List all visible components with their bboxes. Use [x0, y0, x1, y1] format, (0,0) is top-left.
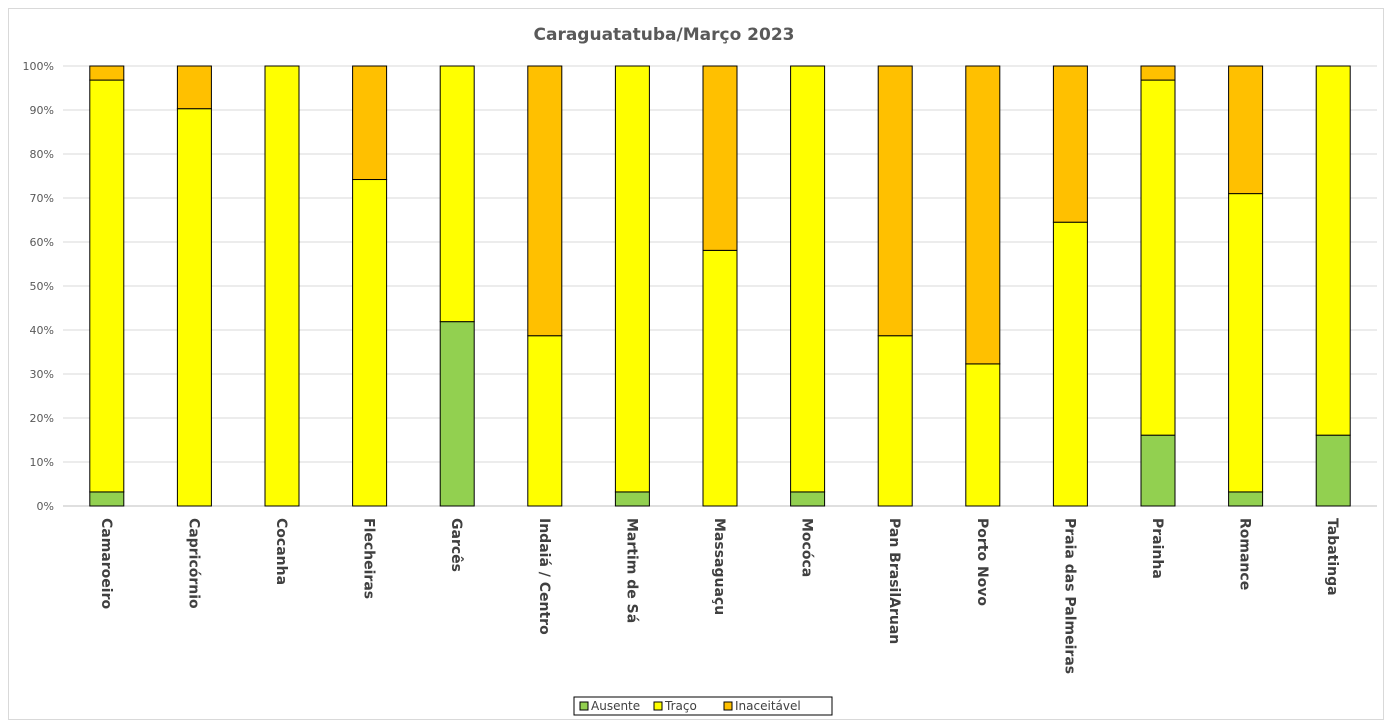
bar-segment — [89, 491, 125, 507]
bar-segment — [264, 65, 300, 507]
x-axis-categories: Camaroeiro Capricórnio Cocanha Flecheiras Ga… — [98, 518, 1340, 674]
bar-segment — [1228, 65, 1264, 195]
chart-area: Caraguatatuba/Março 2023 0% 10% 20% 30% 40% 5… — [8, 8, 1384, 720]
x-category-label: Mocóca — [799, 518, 815, 577]
bar-segment — [439, 65, 475, 323]
bar-segment — [352, 179, 388, 507]
x-category-label: Praia das Palmeiras — [1061, 518, 1077, 674]
legend-label: Traço — [664, 699, 697, 713]
legend: Ausente Traço Inaceitável — [573, 696, 833, 716]
y-tick-label: 70% — [30, 192, 54, 205]
y-tick-label: 10% — [30, 456, 54, 469]
x-category-label: Flecheiras — [361, 518, 377, 599]
legend-swatch — [579, 701, 589, 711]
y-tick-label: 30% — [30, 368, 54, 381]
bar-segment — [1140, 65, 1176, 81]
bar-segment — [176, 65, 212, 110]
bar-segment — [1140, 434, 1176, 507]
legend-box — [573, 696, 833, 716]
x-category-label: Garcês — [448, 518, 464, 572]
bar-segment — [1052, 221, 1088, 507]
y-tick-label: 80% — [30, 148, 54, 161]
y-tick-label: 90% — [30, 104, 54, 117]
bar-segment — [527, 65, 563, 337]
bar-segment — [702, 65, 738, 251]
bar-segment — [1315, 65, 1351, 436]
legend-label: Inaceitável — [735, 699, 801, 713]
bar-segment — [89, 79, 125, 493]
x-category-label: Camaroeiro — [98, 518, 114, 609]
bar-segment — [965, 65, 1001, 365]
x-category-label: Indaiá / Centro — [536, 518, 552, 635]
bar-segment — [527, 335, 563, 507]
bar-segment — [1140, 79, 1176, 436]
bar-segment — [89, 65, 125, 81]
x-category-label: Porto Novo — [974, 518, 990, 606]
x-category-label: Romance — [1237, 518, 1253, 590]
bar-segment — [439, 321, 475, 507]
bar-segment — [877, 65, 913, 337]
bar-segment — [702, 249, 738, 507]
bar-segment — [1228, 491, 1264, 507]
x-category-label: Capricórnio — [185, 518, 201, 609]
legend-swatch — [723, 701, 733, 711]
x-category-label: Pan BrasilAruan — [886, 518, 902, 644]
x-category-label: Martim de Sá — [623, 518, 639, 623]
legend-label: Ausente — [591, 699, 640, 713]
bar-segment — [790, 65, 826, 493]
x-category-label: Massaguaçu — [711, 518, 727, 615]
bars — [89, 65, 1351, 507]
y-tick-label: 0% — [37, 500, 54, 513]
y-tick-label: 20% — [30, 412, 54, 425]
bar-segment — [790, 491, 826, 507]
y-axis-ticks: 0% 10% 20% 30% 40% 50% 60% 70% 80% 90% 100% — [23, 60, 54, 513]
bar-segment — [1228, 193, 1264, 493]
bar-segment — [614, 491, 650, 507]
y-tick-label: 60% — [30, 236, 54, 249]
chart-title: Caraguatatuba/Março 2023 — [534, 25, 795, 45]
y-tick-label: 100% — [23, 60, 54, 73]
bar-segment — [176, 108, 212, 507]
legend-swatch — [653, 701, 663, 711]
x-category-label: Prainha — [1149, 518, 1165, 579]
y-tick-label: 50% — [30, 280, 54, 293]
bar-segment — [1052, 65, 1088, 223]
bar-segment — [1315, 434, 1351, 507]
y-tick-label: 40% — [30, 324, 54, 337]
x-category-label: Tabatinga — [1324, 518, 1340, 596]
chart-svg: Caraguatatuba/Março 2023 0% 10% 20% 30% 40% 5… — [23, 25, 1377, 716]
bar-segment — [877, 335, 913, 507]
bar-segment — [352, 65, 388, 181]
bar-segment — [965, 363, 1001, 507]
x-category-label: Cocanha — [273, 518, 289, 585]
bar-segment — [614, 65, 650, 493]
